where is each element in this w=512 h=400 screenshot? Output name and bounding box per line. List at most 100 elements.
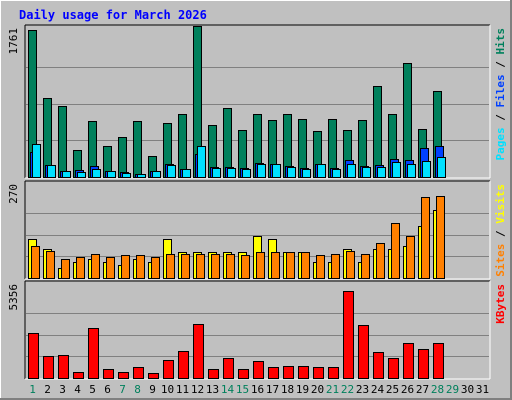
day-tick-label: 11 xyxy=(176,383,189,396)
pages-bar xyxy=(167,165,176,178)
day-tick-label: 4 xyxy=(74,383,81,396)
kbytes-bar xyxy=(253,361,264,379)
sites-bar xyxy=(211,254,220,279)
kbytes-bar xyxy=(343,291,354,379)
kbytes-bar xyxy=(313,367,324,379)
kbytes-bar xyxy=(208,369,219,379)
sites-bar xyxy=(346,251,355,279)
pages-bar xyxy=(242,169,251,178)
day-tick-label: 25 xyxy=(386,383,399,396)
pages-bar xyxy=(77,172,86,178)
kbytes-bar xyxy=(88,328,99,379)
day-tick-label: 13 xyxy=(206,383,219,396)
day-tick-label: 5 xyxy=(89,383,96,396)
sites-bar xyxy=(196,254,205,279)
day-tick-label: 6 xyxy=(104,383,111,396)
pages-bar xyxy=(47,165,56,178)
sites-bar xyxy=(226,254,235,279)
panel-max-label: 5356 xyxy=(7,284,20,311)
sites-bar xyxy=(121,255,130,279)
day-tick-label: 1 xyxy=(29,383,36,396)
day-tick-label: 19 xyxy=(296,383,309,396)
pages-bar xyxy=(62,171,71,178)
day-tick-label: 8 xyxy=(134,383,141,396)
kbytes-bar xyxy=(43,356,54,379)
day-tick-label: 24 xyxy=(371,383,385,396)
sites-bar xyxy=(331,254,340,279)
sites-bar xyxy=(271,252,280,279)
day-tick-label: 16 xyxy=(251,383,264,396)
legend-label: Sites xyxy=(494,244,507,277)
panel-side-legend: Sites / Visits xyxy=(494,184,507,277)
kbytes-bar xyxy=(403,343,414,379)
sites-bar xyxy=(91,254,100,279)
sites-bar xyxy=(406,236,415,279)
kbytes-bar xyxy=(268,367,279,379)
kbytes-bar xyxy=(433,343,444,379)
sites-bar xyxy=(391,223,400,279)
kbytes-bar xyxy=(148,373,159,379)
pages-bar xyxy=(272,164,281,178)
pages-bar xyxy=(332,169,341,178)
day-tick-label: 3 xyxy=(59,383,66,396)
kbytes-bar xyxy=(418,349,429,379)
day-tick-label: 17 xyxy=(266,383,279,396)
day-tick-label: 2 xyxy=(44,383,51,396)
legend-label: Pages xyxy=(494,127,507,160)
sites-bar xyxy=(301,252,310,279)
day-tick-label: 21 xyxy=(326,383,339,396)
pages-bar xyxy=(212,168,221,178)
pages-bar xyxy=(227,168,236,178)
day-tick-label: 30 xyxy=(461,383,474,396)
pages-bar xyxy=(107,171,116,178)
kbytes-bar xyxy=(238,369,249,379)
sites-bar xyxy=(151,257,160,279)
pages-bar xyxy=(347,164,356,178)
pages-bar xyxy=(182,169,191,178)
legend-label: / xyxy=(494,108,507,128)
kbytes-bar xyxy=(103,369,114,379)
kbytes-bar xyxy=(118,372,129,379)
sites-bar xyxy=(361,254,370,279)
kbytes-bar xyxy=(178,351,189,379)
panel-max-label: 1761 xyxy=(7,28,20,55)
sites-bar xyxy=(136,255,145,279)
legend-label: KBytes xyxy=(494,284,507,324)
chart-panels: 1761 Pages / Files / Hits 270 Sites / Visit… xyxy=(7,24,507,380)
panel-side-legend: Pages / Files / Hits xyxy=(494,28,507,161)
kbytes-bar xyxy=(28,333,39,379)
pages-bar xyxy=(92,169,101,178)
pages-bar xyxy=(422,161,431,178)
sites-bar xyxy=(31,246,40,279)
pages-bar xyxy=(407,164,416,178)
day-tick-label: 28 xyxy=(431,383,444,396)
day-tick-label: 15 xyxy=(236,383,249,396)
day-tick-label: 27 xyxy=(416,383,429,396)
day-tick-label: 22 xyxy=(341,383,354,396)
hits-bar xyxy=(58,106,67,178)
kbytes-bar xyxy=(58,355,69,379)
kbytes-bar xyxy=(373,352,384,379)
panel-3: 5356 KBytes xyxy=(7,280,507,380)
legend-label: Hits xyxy=(494,28,507,55)
sites-bar xyxy=(76,257,85,279)
hits-bar xyxy=(178,114,187,178)
pages-bar xyxy=(317,164,326,178)
legend-label: Visits xyxy=(494,184,507,224)
kbytes-bar xyxy=(283,366,294,379)
day-tick-label: 18 xyxy=(281,383,294,396)
legend-label: / xyxy=(494,55,507,75)
pages-bar xyxy=(287,167,296,178)
pages-bar xyxy=(377,167,386,178)
panel-2: 270 Sites / Visits xyxy=(7,180,507,280)
hits-bar xyxy=(133,121,142,178)
day-tick-label: 14 xyxy=(221,383,235,396)
pages-bar xyxy=(302,169,311,178)
kbytes-bar xyxy=(328,367,339,379)
day-tick-label: 20 xyxy=(311,383,324,396)
kbytes-bar xyxy=(133,367,144,379)
sites-bar xyxy=(436,196,445,279)
sites-bar xyxy=(181,254,190,279)
sites-bar xyxy=(61,259,70,279)
panel-max-label: 270 xyxy=(7,184,20,204)
